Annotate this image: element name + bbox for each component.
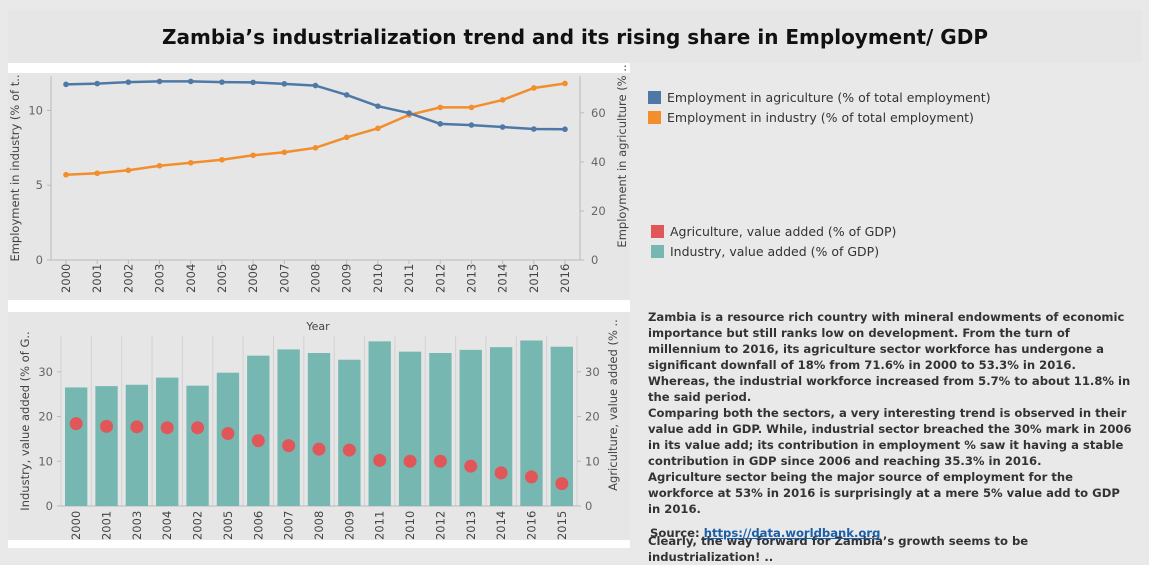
source-link[interactable]: https://data.worldbank.org (703, 526, 881, 540)
legend-item-agriculture-value[interactable]: Agriculture, value added (% of GDP) (651, 221, 896, 241)
line-chart-panel (8, 73, 630, 300)
legend-label: Employment in industry (% of total emplo… (667, 109, 974, 125)
legend-label: Agriculture, value added (% of GDP) (670, 223, 897, 239)
legend-item-agriculture-employment[interactable]: Employment in agriculture (% of total em… (648, 87, 991, 107)
divider-bottom (8, 540, 630, 548)
legend-item-industry-value[interactable]: Industry, value added (% of GDP) (651, 241, 896, 261)
source-line: Source: https://data.worldbank.org (650, 526, 880, 540)
description-paragraph: Zambia is a resource rich country with m… (648, 310, 1131, 404)
legend-employment: Employment in agriculture (% of total em… (648, 87, 991, 127)
title-bar: Zambia’s industrialization trend and its… (8, 10, 1142, 63)
divider-top (8, 63, 630, 73)
source-label: Source: (650, 526, 700, 540)
page-title: Zambia’s industrialization trend and its… (162, 24, 988, 49)
legend-swatch (648, 90, 661, 104)
legend-item-industry-employment[interactable]: Employment in industry (% of total emplo… (648, 107, 991, 127)
description-paragraph: Agriculture sector being the major sourc… (648, 470, 1120, 516)
legend-label: Industry, value added (% of GDP) (670, 243, 880, 259)
divider-middle (8, 300, 630, 312)
legend-swatch (651, 224, 664, 238)
bar-chart-panel (8, 312, 630, 540)
legend-label: Employment in agriculture (% of total em… (667, 89, 991, 105)
legend-value-added: Agriculture, value added (% of GDP) Indu… (651, 221, 896, 261)
description-text: Zambia is a resource rich country with m… (648, 309, 1136, 565)
legend-swatch (651, 244, 664, 258)
legend-swatch (648, 110, 661, 124)
description-paragraph: Comparing both the sectors, a very inter… (648, 406, 1132, 468)
